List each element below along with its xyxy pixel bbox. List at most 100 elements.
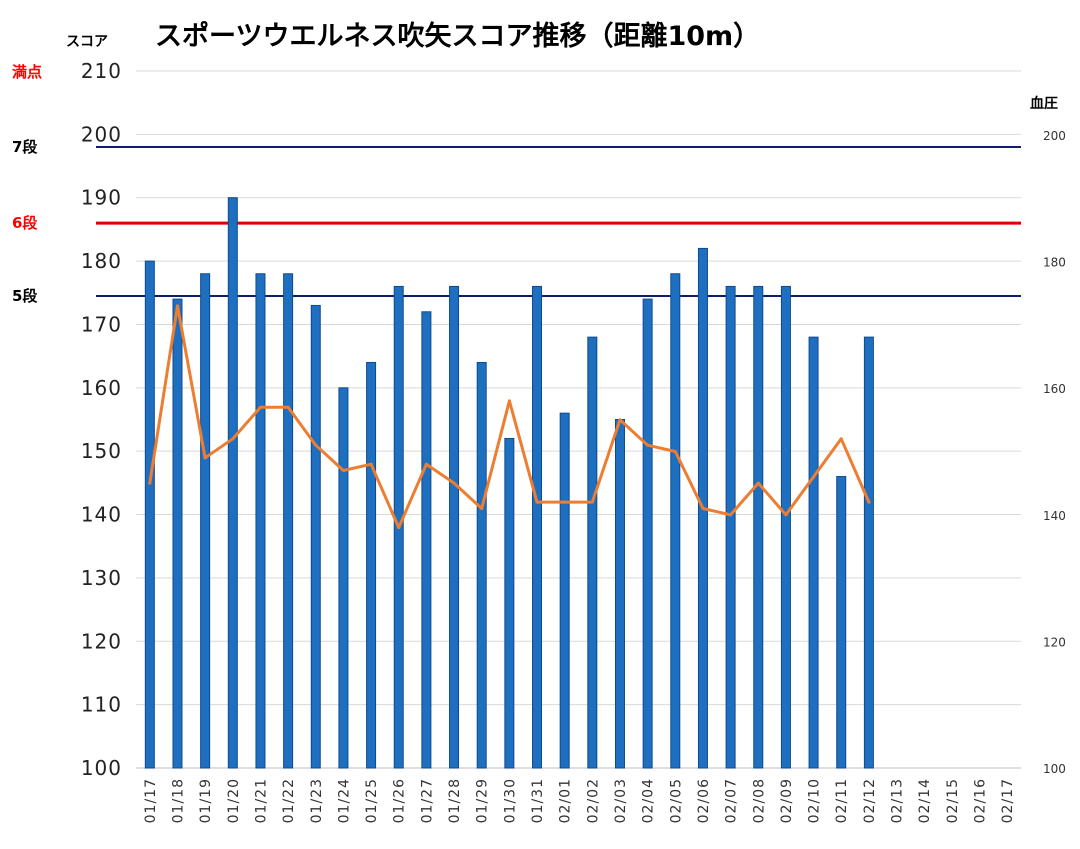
blood-pressure-point <box>452 481 456 485</box>
x-tick-label: 01/22 <box>281 778 297 823</box>
right-axis-ticks: 100 120 140 160 180 200 <box>1043 129 1066 776</box>
blood-pressure-point <box>535 500 539 504</box>
blood-pressure-point <box>867 500 871 504</box>
blood-pressure-point <box>286 405 290 409</box>
blood-pressure-point <box>729 513 733 517</box>
x-tick-label: 01/23 <box>309 778 325 823</box>
x-tick-label: 01/19 <box>198 778 214 823</box>
x-tick-label: 02/07 <box>724 778 740 823</box>
score-bar <box>559 412 570 769</box>
reference-label: 満点 <box>12 63 42 81</box>
reference-label: 7段 <box>12 138 37 156</box>
score-bar <box>780 285 791 769</box>
blood-pressure-point <box>646 443 650 447</box>
y2-tick-label: 160 <box>1043 382 1066 396</box>
blood-pressure-point <box>424 462 428 466</box>
x-tick-label: 02/04 <box>641 778 657 823</box>
x-tick-label: 01/20 <box>226 778 242 823</box>
x-tick-label: 02/03 <box>613 778 629 823</box>
gridlines <box>136 70 1021 769</box>
reference-lines <box>96 146 1021 297</box>
y-tick-label: 150 <box>81 439 122 463</box>
score-bars <box>144 197 874 769</box>
y-tick-label: 190 <box>81 186 122 210</box>
x-axis-ticks: 01/17 01/18 01/19 01/20 01/21 01/22 01/23 01/24… <box>143 778 1016 823</box>
blood-pressure-point <box>369 462 373 466</box>
blood-pressure-point <box>812 475 816 479</box>
blood-pressure-point <box>784 513 788 517</box>
reference-label: 5段 <box>12 287 37 305</box>
score-bar <box>366 361 377 769</box>
left-axis-ticks: 100 110 120 130 140 150 160 170 180 190 200 210 <box>81 59 122 780</box>
y-tick-label: 170 <box>81 312 122 336</box>
score-bar <box>421 311 432 769</box>
y-tick-label: 200 <box>81 122 122 146</box>
y2-tick-label: 100 <box>1043 762 1066 776</box>
blood-pressure-point <box>175 304 179 308</box>
y2-tick-label: 140 <box>1043 509 1066 523</box>
y2-tick-label: 120 <box>1043 635 1066 649</box>
x-tick-label: 02/15 <box>945 778 961 823</box>
chart-title: スポーツウエルネス吹矢スコア推移（距離10m） <box>155 20 760 52</box>
x-tick-label: 02/10 <box>807 778 823 823</box>
y-tick-label: 180 <box>81 249 122 273</box>
x-tick-label: 02/06 <box>696 778 712 823</box>
blood-pressure-point <box>203 456 207 460</box>
y2-tick-label: 180 <box>1043 256 1066 270</box>
blood-pressure-point <box>563 500 567 504</box>
blood-pressure-point <box>673 450 677 453</box>
score-bar <box>338 387 349 769</box>
score-bar <box>753 285 764 769</box>
blood-pressure-point <box>231 437 235 441</box>
score-bar <box>227 197 238 769</box>
x-tick-label: 02/12 <box>862 778 878 823</box>
score-bar <box>808 336 819 769</box>
x-tick-label: 01/26 <box>392 778 408 823</box>
blood-pressure-point <box>258 405 262 409</box>
y-tick-label: 110 <box>81 693 122 717</box>
x-tick-label: 01/28 <box>447 778 463 823</box>
blood-pressure-point <box>341 468 345 472</box>
x-tick-label: 01/17 <box>143 778 159 823</box>
blood-pressure-point <box>756 481 760 485</box>
x-tick-label: 02/17 <box>1000 778 1016 823</box>
x-tick-label: 01/21 <box>253 778 269 823</box>
score-bar <box>587 336 598 769</box>
score-bar <box>200 273 211 769</box>
x-tick-label: 01/25 <box>364 778 380 823</box>
x-tick-label: 02/09 <box>779 778 795 823</box>
right-axis-label: 血圧 <box>1030 95 1058 112</box>
score-bar <box>283 273 294 769</box>
score-bar <box>144 260 155 769</box>
score-bar <box>172 298 183 769</box>
x-tick-label: 02/08 <box>751 778 767 823</box>
x-tick-label: 01/27 <box>419 778 435 823</box>
score-bar <box>310 304 321 769</box>
score-bar <box>532 285 543 769</box>
score-bar <box>449 285 460 769</box>
blood-pressure-point <box>314 443 318 447</box>
score-bar <box>476 361 487 769</box>
y-tick-label: 120 <box>81 629 122 653</box>
x-tick-label: 01/30 <box>502 778 518 823</box>
score-bar <box>642 298 653 769</box>
y-tick-label: 130 <box>81 566 122 590</box>
left-axis-label: スコア <box>66 34 108 50</box>
x-tick-label: 01/18 <box>170 778 186 823</box>
x-tick-label: 02/02 <box>585 778 601 823</box>
blood-pressure-point <box>397 525 401 529</box>
blood-pressure-point <box>507 399 511 403</box>
x-tick-label: 01/31 <box>530 778 546 823</box>
blood-pressure-point <box>480 506 484 510</box>
x-tick-label: 02/14 <box>917 778 933 823</box>
y-tick-label: 100 <box>81 756 122 780</box>
x-tick-label: 02/11 <box>834 778 850 823</box>
blood-pressure-series <box>148 304 871 529</box>
blood-pressure-point <box>839 437 843 441</box>
y-tick-label: 160 <box>81 376 122 400</box>
score-bar <box>863 336 874 769</box>
score-bar <box>836 476 847 769</box>
x-tick-label: 01/29 <box>475 778 491 823</box>
blood-pressure-point <box>701 506 705 510</box>
